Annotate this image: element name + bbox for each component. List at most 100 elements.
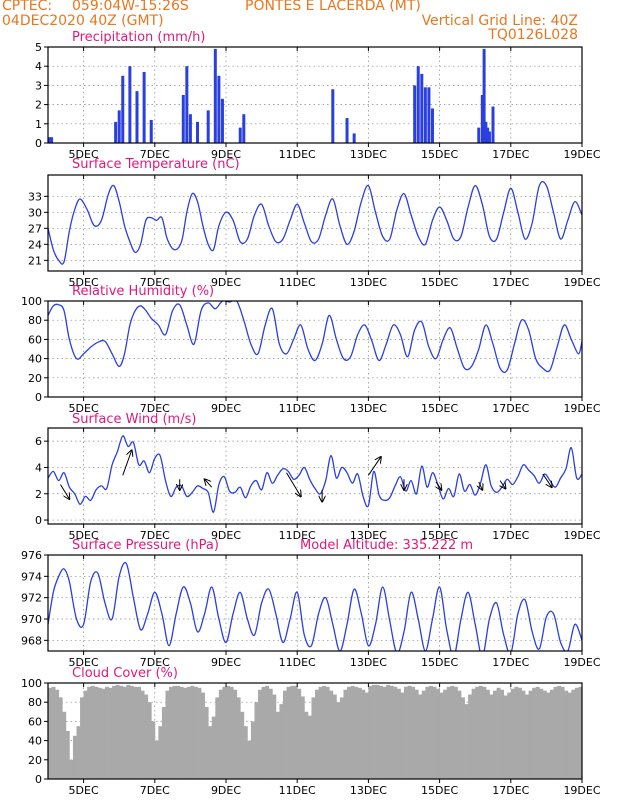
wind-arrow (500, 480, 505, 489)
cloud-bar (229, 686, 234, 779)
cloud-bar (443, 689, 448, 779)
cloud-bar (304, 711, 309, 779)
precip-bar (213, 48, 217, 143)
cloud-bar (307, 715, 312, 779)
cloud-bar (140, 690, 145, 779)
x-tick-label: 11DEC (279, 656, 316, 669)
cloud-bar (297, 688, 302, 779)
cloud-bar (450, 685, 455, 779)
cloud-bar (193, 686, 198, 779)
precip-bar (48, 137, 52, 143)
cloud-bar (379, 685, 384, 779)
plot-area (48, 181, 582, 265)
cloud-bar (425, 686, 430, 779)
cloud-bar (343, 689, 348, 779)
panel-frame (47, 300, 583, 398)
cloud-bar (400, 692, 405, 779)
precip-bar (487, 131, 491, 143)
panel-title: Relative Humidity (%) (72, 284, 214, 299)
x-tick-label: 9DEC (211, 276, 241, 289)
cloud-bar (275, 711, 280, 779)
x-tick-label: 5DEC (69, 402, 99, 415)
precip-bar (185, 66, 189, 143)
cloud-bar (147, 702, 152, 779)
precip-bar (430, 108, 434, 143)
header-coordinates: 059:04W-15:26S (72, 0, 189, 14)
cloud-bar (421, 690, 426, 779)
y-tick-label: 2 (35, 99, 42, 112)
panel-frame (47, 427, 583, 525)
precip-bar (181, 95, 185, 143)
grid (48, 428, 582, 524)
cloud-bar (532, 687, 537, 779)
cloud-bar (158, 726, 163, 779)
cloud-bar (574, 687, 579, 779)
cloud-bar (525, 694, 529, 779)
cloud-bar (165, 690, 170, 779)
x-tick-label: 15DEC (421, 402, 458, 415)
x-tick-label: 13DEC (350, 402, 387, 415)
cloud-bar (322, 685, 327, 779)
y-tick-label: 20 (28, 372, 42, 385)
cloud-bar (94, 686, 99, 779)
wind-arrow (60, 484, 69, 499)
cloud-bar (439, 692, 444, 779)
y-tick-label: 80 (28, 314, 42, 327)
precip-bar (135, 91, 139, 143)
y-tick-label: 60 (28, 333, 42, 346)
cloud-bar (279, 704, 284, 779)
y-tick-label: 27 (28, 222, 42, 235)
cloud-bar (368, 685, 373, 779)
y-tick-label: 976 (21, 549, 42, 562)
cloud-bar (201, 692, 206, 779)
wind-arrow (122, 450, 132, 476)
x-tick-label: 15DEC (421, 784, 458, 797)
cloud-bar (354, 686, 359, 779)
x-tick-label: 17DEC (492, 656, 529, 669)
panel-humidity: Relative Humidity (%) 0 20 40 60 80 100 5DEC 7DE… (21, 284, 601, 415)
wind-arrow (205, 479, 213, 488)
cloud-bar (243, 726, 248, 779)
precip-bar (345, 118, 349, 143)
cloud-bar (460, 697, 465, 779)
x-tick-label: 9DEC (211, 148, 241, 161)
cloud-bar (83, 690, 88, 779)
x-tick-label: 9DEC (211, 784, 241, 797)
cloud-bar (87, 686, 92, 779)
cloud-bar (411, 686, 416, 779)
cloud-bar (339, 697, 344, 779)
x-tick-label: 5DEC (69, 529, 99, 542)
cloud-bar (521, 690, 526, 779)
x-tick-label: 15DEC (421, 656, 458, 669)
cloud-bar (62, 711, 67, 779)
y-tick-label: 5 (35, 41, 42, 54)
cloud-bar (204, 707, 209, 779)
precip-bar (220, 98, 224, 143)
cloud-bar (404, 686, 408, 779)
y-tick-label: 0 (35, 773, 42, 786)
cloud-bar (457, 690, 462, 779)
cloud-bar (208, 726, 213, 779)
x-tick-label: 11DEC (279, 402, 316, 415)
cloud-bar (542, 690, 547, 779)
cloud-bar (290, 685, 295, 779)
y-tick-label: 100 (21, 677, 42, 690)
precip-bar (206, 110, 210, 143)
cloud-bar (293, 685, 298, 779)
panel-cloud-cover: Cloud Cover (%) 0 20 40 60 80 100 5DEC 7DEC 9DEC 1… (21, 666, 601, 797)
x-tick-label: 13DEC (350, 784, 387, 797)
cloud-bar (347, 686, 351, 779)
header: CPTEC: 059:04W-15:26S PONTES E LACERDA (… (0, 0, 618, 50)
cloud-bar (104, 686, 109, 779)
x-tick-label: 17DEC (492, 529, 529, 542)
cloud-bar (172, 685, 177, 779)
cloud-bar (144, 694, 149, 779)
series-line (48, 301, 582, 374)
y-tick-label: 6 (35, 435, 42, 448)
wind-arrow (542, 473, 552, 487)
cloud-bar (407, 685, 412, 779)
x-tick-label: 11DEC (279, 529, 316, 542)
cloud-bar (396, 688, 401, 779)
wind-arrow (286, 472, 301, 497)
y-tick-label: 30 (28, 206, 42, 219)
